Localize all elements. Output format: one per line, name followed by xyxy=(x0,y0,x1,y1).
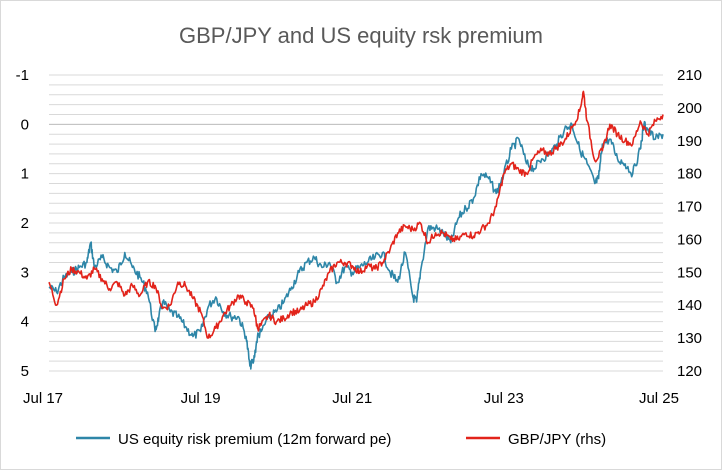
series-line-gbpjpy xyxy=(48,90,664,339)
x-tick-label: Jul 25 xyxy=(639,390,679,407)
left-tick-label: 4 xyxy=(21,314,29,331)
right-tick-label: 130 xyxy=(677,330,702,347)
series-line-equity-risk-premium xyxy=(48,120,664,370)
legend-label-equity-risk-premium: US equity risk premium (12m forward pe) xyxy=(118,431,391,448)
plot-area xyxy=(48,90,664,370)
left-tick-label: 5 xyxy=(21,363,29,380)
left-tick-label: -1 xyxy=(16,67,29,84)
x-tick-label: Jul 23 xyxy=(484,390,524,407)
right-tick-label: 200 xyxy=(677,100,702,117)
right-tick-label: 210 xyxy=(677,67,702,84)
right-tick-label: 150 xyxy=(677,264,702,281)
x-tick-label: Jul 21 xyxy=(332,390,372,407)
right-tick-label: 140 xyxy=(677,297,702,314)
legend-label-gbpjpy: GBP/JPY (rhs) xyxy=(508,431,606,448)
right-tick-label: 180 xyxy=(677,166,702,183)
x-tick-label: Jul 19 xyxy=(181,390,221,407)
right-tick-label: 120 xyxy=(677,363,702,380)
right-tick-label: 170 xyxy=(677,199,702,216)
left-tick-label: 1 xyxy=(21,166,29,183)
x-axis: Jul 17 Jul 19 Jul 21 Jul 23 Jul 25 xyxy=(23,390,679,407)
right-y-axis: 210 200 190 180 170 160 150 140 130 120 xyxy=(677,67,702,380)
left-tick-label: 2 xyxy=(21,215,29,232)
right-tick-label: 160 xyxy=(677,231,702,248)
left-tick-label: 0 xyxy=(21,116,29,133)
legend: US equity risk premium (12m forward pe) … xyxy=(76,431,606,448)
left-y-axis: -1 0 1 2 3 4 5 xyxy=(16,67,29,380)
x-tick-label: Jul 17 xyxy=(23,390,63,407)
right-tick-label: 190 xyxy=(677,133,702,150)
left-tick-label: 3 xyxy=(21,264,29,281)
grid xyxy=(49,74,663,372)
chart-title: GBP/JPY and US equity rsk premium xyxy=(179,23,543,48)
